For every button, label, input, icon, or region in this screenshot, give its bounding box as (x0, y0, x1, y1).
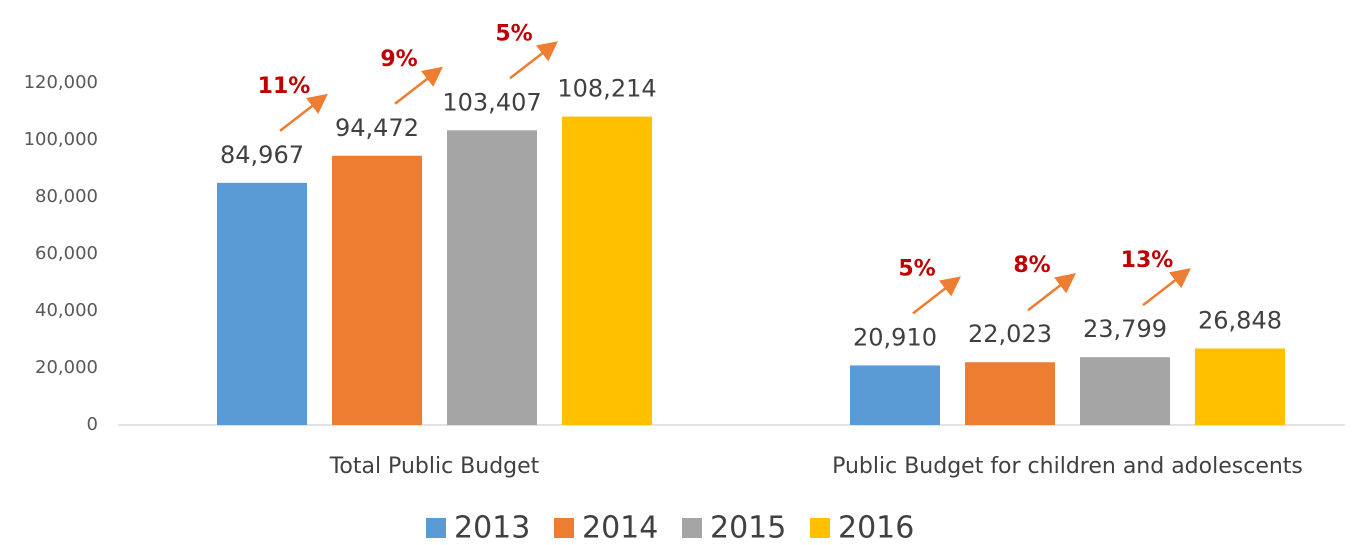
value-label: 23,799 (1083, 315, 1167, 343)
growth-arrow (1142, 268, 1191, 307)
bar (965, 362, 1055, 425)
y-tick-label: 100,000 (24, 129, 98, 150)
value-label: 84,967 (220, 141, 304, 169)
bar (1080, 357, 1170, 425)
bar (1195, 348, 1285, 425)
value-label: 108,214 (557, 75, 656, 103)
growth-label: 8% (1013, 253, 1050, 278)
legend-swatch (810, 518, 830, 538)
value-label: 22,023 (968, 320, 1052, 348)
growth-label: 5% (898, 256, 935, 281)
bar (332, 155, 422, 425)
legend-swatch (554, 518, 574, 538)
bar (562, 116, 652, 426)
y-tick-label: 60,000 (35, 243, 98, 264)
y-tick-label: 20,000 (35, 357, 98, 378)
value-label: 103,407 (442, 88, 541, 116)
growth-arrow (279, 93, 328, 132)
growth-arrow (912, 276, 961, 315)
growth-arrow (394, 66, 443, 105)
legend-label: 2015 (710, 511, 786, 545)
growth-arrow (509, 41, 558, 80)
bar (217, 182, 307, 425)
growth-label: 13% (1121, 248, 1174, 273)
bar (850, 365, 940, 425)
growth-label: 9% (380, 47, 417, 72)
legend-swatch (426, 518, 446, 538)
legend-label: 2013 (454, 511, 530, 545)
y-tick-label: 120,000 (24, 72, 98, 93)
legend-label: 2014 (582, 511, 658, 545)
y-tick-label: 40,000 (35, 300, 98, 321)
growth-label: 11% (258, 74, 311, 99)
growth-arrow (1027, 273, 1076, 312)
bar (447, 130, 537, 426)
value-label: 20,910 (853, 323, 937, 351)
growth-label: 5% (495, 21, 532, 46)
legend-swatch (682, 518, 702, 538)
y-tick-label: 0 (87, 414, 98, 435)
value-label: 26,848 (1198, 306, 1282, 334)
legend-label: 2016 (838, 511, 914, 545)
x-tick-label: Total Public Budget (329, 454, 540, 479)
y-tick-label: 80,000 (35, 186, 98, 207)
value-label: 94,472 (335, 114, 419, 142)
x-tick-label: Public Budget for children and adolescen… (832, 454, 1303, 479)
